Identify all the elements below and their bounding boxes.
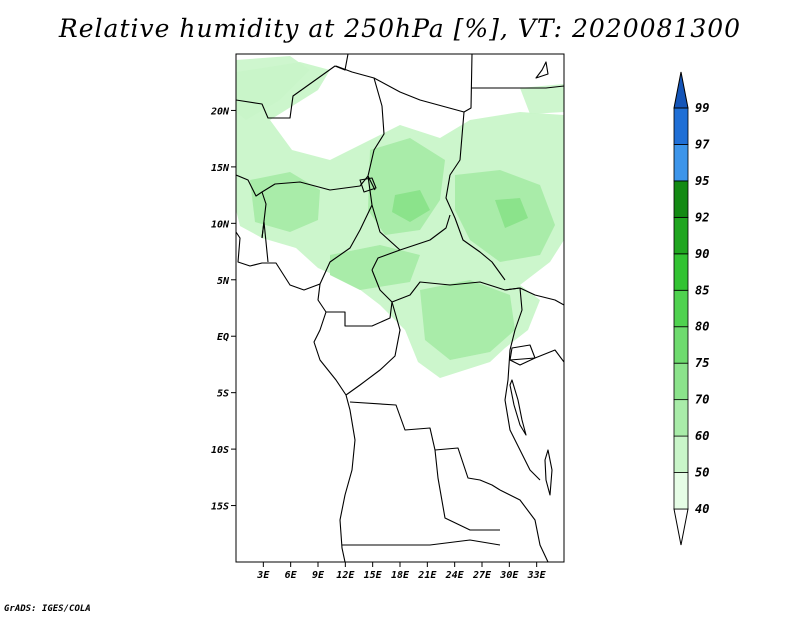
colorbar-upper-triangle (673, 71, 689, 109)
lon-tick-label: 30E (499, 570, 519, 581)
border-ghana-togo (261, 221, 269, 263)
lon-tick-label: 27E (472, 570, 492, 581)
border-egypt-sudan (471, 85, 564, 89)
colorbar-segment (673, 144, 689, 182)
colorbar-segment (673, 472, 689, 510)
border-cameroon-car (371, 249, 401, 271)
border-gabon-congo (326, 301, 393, 327)
lake-malawi (544, 449, 553, 496)
lat-tick-label: 5S (217, 389, 229, 400)
colorbar-segment (673, 289, 689, 328)
lon-tick-label: 3E (256, 570, 270, 581)
lon-tick-label: 18E (391, 570, 410, 581)
colorbar-segment (673, 216, 689, 255)
colorbar-label: 70 (695, 393, 709, 407)
colorbar-label: 60 (695, 429, 709, 443)
lake-victoria (509, 344, 536, 366)
colorbar-label: 99 (695, 101, 709, 115)
humidity-core-congo (420, 280, 515, 360)
lat-tick-label: 15N (211, 163, 230, 174)
colorbar-label: 50 (695, 466, 709, 480)
lat-tick-label: EQ (217, 332, 229, 343)
lake-tanganyika (509, 379, 527, 436)
humidity-core-nigeria (250, 172, 320, 232)
coastline-west-africa (236, 231, 356, 562)
border-angola-zambia (434, 449, 500, 531)
lon-tick-label: 9E (312, 570, 325, 581)
border-drc-angola (349, 401, 501, 491)
colorbar-label: 40 (695, 502, 709, 516)
humidity-shading (236, 56, 564, 378)
colorbar-segment (673, 180, 689, 218)
colorbar-label: 95 (695, 174, 709, 188)
colorbar-label: 97 (695, 137, 710, 151)
lon-tick-label: 12E (336, 570, 355, 581)
border-angola-namibia (342, 539, 501, 546)
colorbar-segment (673, 326, 689, 364)
latitude-axis: 20N 15N 10N 5N EQ 5S 10S 15S (210, 106, 236, 513)
border-congo-drc (345, 301, 401, 396)
lon-tick-label: 24E (445, 570, 465, 581)
lon-tick-label: 21E (417, 570, 437, 581)
humidity-region-north (236, 56, 310, 120)
border-uganda-kenya (519, 287, 564, 306)
lat-tick-label: 10N (211, 219, 230, 230)
humidity-region-east (520, 84, 564, 114)
lon-tick-label: 6E (285, 570, 298, 581)
lake-chad (359, 177, 377, 193)
border-chad-car (371, 204, 451, 251)
country-borders (236, 54, 564, 562)
colorbar-segment (673, 253, 689, 291)
border-drc-east (504, 287, 541, 481)
lat-tick-label: 5N (217, 276, 230, 287)
border-chad-sudan (445, 111, 506, 281)
map-title: Relative humidity at 250hPa [%], VT: 202… (58, 14, 742, 43)
grads-credit: GrADS: IGES/COLA (4, 604, 91, 614)
colorbar-lower-triangle (673, 508, 689, 546)
border-nigeria-cameroon (319, 175, 373, 285)
longitude-axis: 3E 6E 9E 12E 15E 18E 21E 24E 27E 30E 33E (256, 562, 547, 581)
colorbar-label: 90 (695, 247, 709, 261)
colorbar-segment (673, 107, 689, 145)
lat-tick-label: 20N (210, 106, 230, 117)
border-niger-chad (373, 77, 465, 113)
border-car-congo (371, 269, 521, 303)
colorbar-segment (673, 435, 689, 473)
colorbar-label: 80 (695, 320, 709, 334)
colorbar-label: 85 (695, 283, 709, 297)
colorbar-segment (673, 399, 689, 437)
lat-tick-label: 15S (211, 502, 229, 513)
colorbar-label: 92 (695, 210, 709, 224)
border-libya-egypt (463, 54, 473, 113)
border-algeria-niger (335, 65, 385, 191)
humidity-core-small (392, 190, 430, 222)
sinai-coast (535, 61, 549, 79)
lon-tick-label: 33E (527, 570, 547, 581)
border-zambia-malawi (499, 489, 549, 562)
colorbar-label: 75 (695, 356, 709, 370)
colorbar: 40 50 60 70 75 80 85 90 92 95 97 99 (673, 71, 710, 546)
lon-tick-label: 15E (364, 570, 383, 581)
colorbar-segment (673, 362, 689, 401)
humidity-core-small-east (495, 198, 528, 228)
border-mali-burkina (236, 174, 267, 239)
border-tanzania (509, 349, 564, 363)
lat-tick-label: 10S (211, 445, 229, 456)
humidity-core-car (330, 245, 420, 290)
